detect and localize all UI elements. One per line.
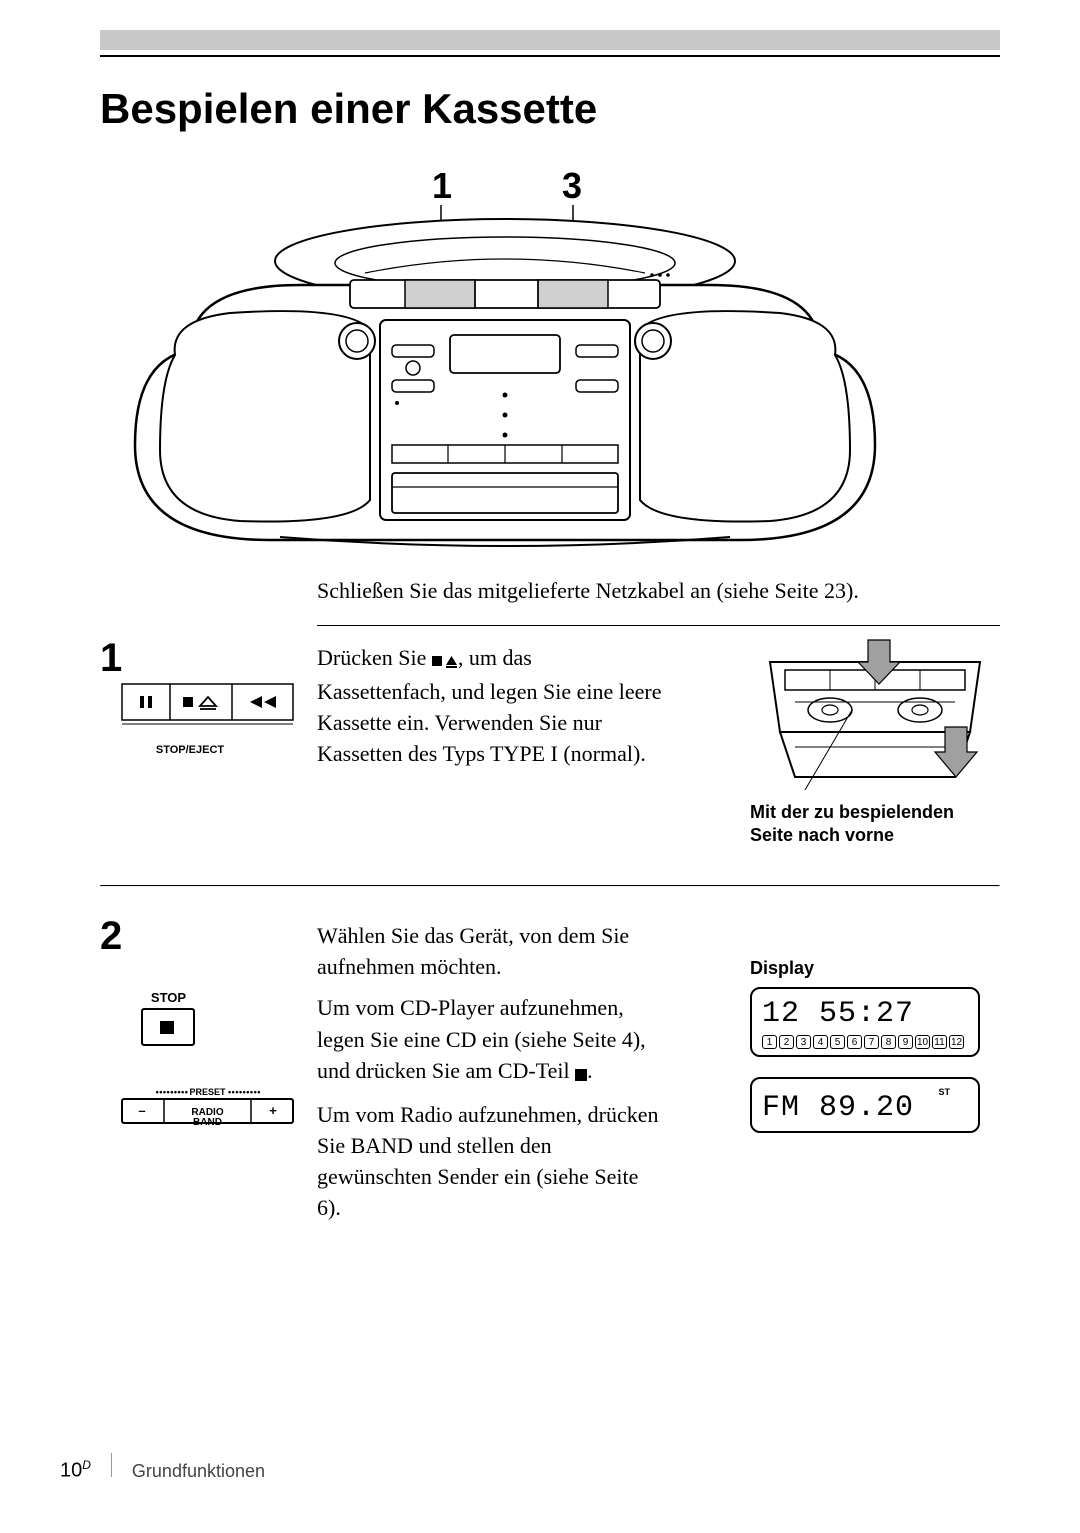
track-number: 12: [949, 1035, 964, 1049]
step2-para2-after: .: [587, 1058, 593, 1083]
step-2: 2 STOP • • • • • • • • • PRESET • • • • …: [100, 920, 1000, 1320]
step2-para1: Wählen Sie das Gerät, von dem Sie aufneh…: [317, 920, 662, 982]
track-number: 7: [864, 1035, 879, 1049]
caption-line2: Seite nach vorne: [750, 825, 894, 845]
step1-button-diagram: STOP/EJECT: [120, 682, 295, 756]
step2-displays: Display 12 55:27 123456789101112 ST FM 8…: [750, 958, 1000, 1153]
header-bar: [100, 30, 1000, 50]
page-title: Bespielen einer Kassette: [100, 85, 597, 133]
display-cd: 12 55:27 123456789101112: [750, 987, 980, 1057]
callout-3: 3: [562, 165, 582, 207]
display-radio: ST FM 89.20: [750, 1077, 980, 1133]
track-number: 11: [932, 1035, 947, 1049]
step1-cassette-diagram: Mit der zu bespielenden Seite nach vorne: [750, 632, 1000, 848]
band-text: BAND: [193, 1117, 222, 1128]
header-rule: [100, 55, 1000, 57]
stop-eject-icon: [432, 644, 458, 675]
track-number: 2: [779, 1035, 794, 1049]
page: Bespielen einer Kassette 1 3: [0, 0, 1080, 1533]
display-cd-text: 12 55:27: [762, 997, 968, 1031]
display-track-numbers: 123456789101112: [762, 1035, 968, 1049]
track-number: 10: [915, 1035, 930, 1049]
step-2-text: Wählen Sie das Gerät, von dem Sie aufneh…: [317, 920, 662, 1223]
display-radio-text: FM 89.20: [762, 1091, 968, 1125]
track-number: 8: [881, 1035, 896, 1049]
preset-text: PRESET: [189, 1087, 225, 1097]
divider: [100, 885, 1000, 887]
callout-1: 1: [432, 165, 452, 207]
step-1-number: 1: [100, 636, 122, 681]
caption-line1: Mit der zu bespielenden: [750, 802, 954, 822]
page-number: 10D: [60, 1458, 91, 1483]
track-number: 4: [813, 1035, 828, 1049]
footer-section: Grundfunktionen: [132, 1461, 265, 1482]
stop-icon: [575, 1057, 587, 1088]
step2-para2: Um vom CD-Player aufzunehmen, legen Sie …: [317, 992, 662, 1088]
preset-label: • • • • • • • • • PRESET • • • • • • • •…: [120, 1087, 295, 1097]
step1-caption: Mit der zu bespielenden Seite nach vorne: [750, 801, 1000, 848]
divider: [317, 625, 1000, 626]
connect-text: Schließen Sie das mitgelieferte Netzkabe…: [317, 575, 1000, 607]
step-1: 1 STOP/EJECT: [100, 642, 1000, 867]
step-1-text: Drücken Sie , um das Kassettenfach, und …: [317, 642, 662, 769]
step2-para2-before: Um vom CD-Player aufzunehmen, legen Sie …: [317, 995, 646, 1082]
page-number-value: 10: [60, 1460, 82, 1482]
connect-section: Schließen Sie das mitgelieferte Netzkabe…: [317, 575, 1000, 626]
track-number: 1: [762, 1035, 777, 1049]
stop-label: STOP: [42, 990, 295, 1005]
step2-para3: Um vom Radio aufzunehmen, drücken Sie BA…: [317, 1099, 662, 1224]
step2-controls-diagram: STOP • • • • • • • • • PRESET • • • • • …: [120, 990, 295, 1128]
footer-separator: [111, 1453, 112, 1477]
step-2-number: 2: [100, 914, 122, 959]
track-number: 6: [847, 1035, 862, 1049]
radio-band-label: RADIO BAND: [120, 1108, 295, 1128]
page-number-super: D: [82, 1458, 91, 1472]
stop-eject-label: STOP/EJECT: [85, 744, 295, 756]
display-heading: Display: [750, 958, 1000, 979]
track-number: 9: [898, 1035, 913, 1049]
track-number: 5: [830, 1035, 845, 1049]
step1-text-before: Drücken Sie: [317, 645, 432, 670]
boombox-diagram: [100, 205, 1000, 565]
page-footer: 10D Grundfunktionen: [60, 1453, 265, 1483]
track-number: 3: [796, 1035, 811, 1049]
